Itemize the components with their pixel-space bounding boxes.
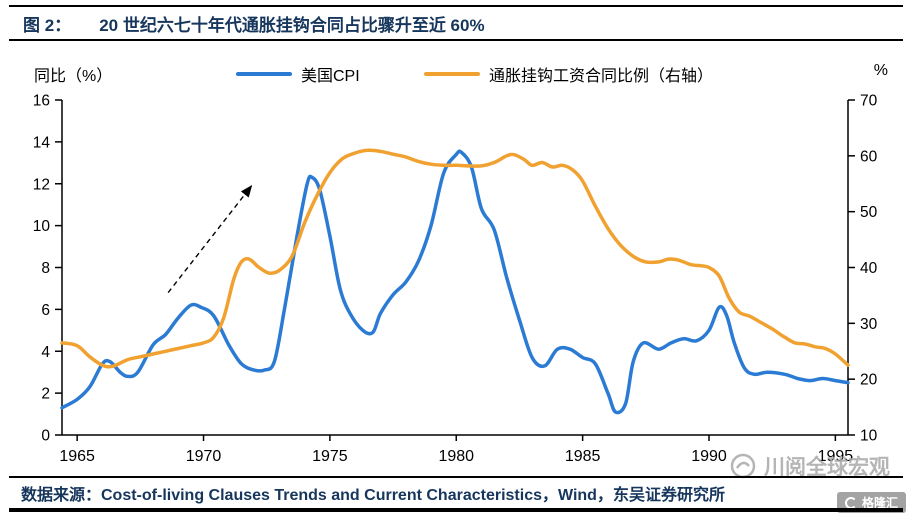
left-tick-label: 10 [33,218,51,235]
left-tick-label: 16 [33,93,50,110]
left-tick-label: 14 [33,134,51,151]
x-tick-label: 1965 [59,448,95,465]
left-tick-label: 2 [41,386,50,403]
x-tick-label: 1980 [438,448,474,465]
left-tick-label: 0 [41,428,50,445]
x-tick-label: 1970 [186,448,222,465]
right-tick-label: 10 [860,428,878,445]
legend-label-us-cpi: 美国CPI [301,68,360,85]
right-tick-label: 70 [860,93,878,110]
right-axis-title: % [873,62,888,79]
data-source-bar: 数据来源：Cost-of-living Clauses Trends and C… [9,476,903,512]
right-tick-label: 40 [860,260,878,277]
left-tick-label: 6 [41,302,50,319]
cola-line-swatch-icon [424,72,480,76]
left-tick-label: 4 [41,344,50,361]
right-tick-label: 20 [860,372,878,389]
left-axis-title: 同比（%） [34,68,113,85]
cpi-line-swatch-icon [236,72,292,76]
right-tick-label: 60 [860,148,878,165]
cola-ratio-line [60,148,850,369]
x-tick-label: 1995 [818,448,854,465]
gelonghui-logo-text: 格隆汇 [861,496,898,510]
gelonghui-ring-icon [844,496,857,509]
left-tick-label: 8 [41,260,50,277]
legend-item-us-cpi: 美国CPI [236,62,360,86]
left-tick-label: 12 [33,176,50,193]
trend-arrow-annotation [167,185,253,294]
x-tick-label: 1990 [691,448,727,465]
x-tick-label: 1985 [565,448,601,465]
figure-title: 20 世纪六七十年代通胀挂钩合同占比骤升至近 60% [99,15,485,35]
figure-label: 图 2： [23,15,72,35]
line-chart-canvas: 0 2 4 6 8 10 12 14 16 10 20 30 40 50 60 70 1965 1970 1975 1… [33,93,878,466]
legend-row: 同比（%） 美国CPI 通胀挂钩工资合同比例（右轴） % [0,55,912,89]
figure-title-bar: 图 2： 20 世纪六七十年代通胀挂钩合同占比骤升至近 60% [9,5,903,41]
legend-label-cola: 通胀挂钩工资合同比例（右轴） [489,68,714,85]
legend-item-cola: 通胀挂钩工资合同比例（右轴） [424,62,713,86]
x-tick-label: 1975 [312,448,348,465]
right-tick-label: 50 [860,204,878,221]
right-tick-label: 30 [860,316,878,333]
chart-area: 0 2 4 6 8 10 12 14 16 10 20 30 40 50 60 70 1965 1970 1975 1… [0,88,912,472]
gelonghui-logo-badge: 格隆汇 [836,492,906,513]
data-source-text: 数据来源：Cost-of-living Clauses Trends and C… [21,487,725,504]
us-cpi-line [60,149,850,415]
